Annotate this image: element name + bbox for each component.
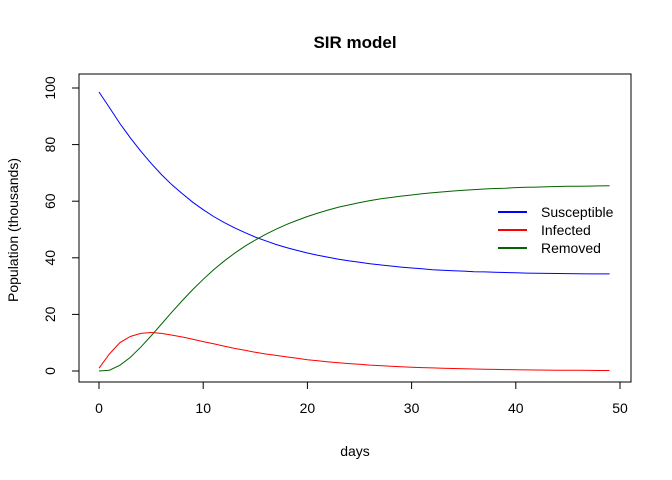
y-tick-label: 20 xyxy=(42,306,58,322)
x-tick-label: 10 xyxy=(195,400,211,416)
series-line-removed xyxy=(98,185,610,372)
x-tick-label: 30 xyxy=(404,400,420,416)
x-tick-label: 20 xyxy=(300,400,316,416)
x-tick-label: 0 xyxy=(95,400,103,416)
x-axis-label: days xyxy=(340,443,370,459)
legend-label-susceptible: Susceptible xyxy=(541,204,614,220)
y-tick-label: 80 xyxy=(42,137,58,153)
series-layer xyxy=(98,91,610,372)
y-tick-label: 0 xyxy=(42,367,58,375)
series-line-infected xyxy=(98,331,610,371)
y-tick-label: 60 xyxy=(42,193,58,209)
x-tick-label: 50 xyxy=(612,400,628,416)
x-axis: 0 10 20 30 40 50 xyxy=(95,381,628,416)
legend-label-infected: Infected xyxy=(541,222,591,238)
series-line-susceptible xyxy=(98,91,610,275)
legend: Susceptible Infected Removed xyxy=(498,204,614,256)
legend-label-removed: Removed xyxy=(541,240,601,256)
x-tick-label: 40 xyxy=(508,400,524,416)
y-tick-label: 100 xyxy=(42,76,58,100)
chart-title: SIR model xyxy=(313,33,396,52)
y-axis: 0 20 40 60 80 100 xyxy=(42,76,80,375)
y-axis-label: Population (thousands) xyxy=(5,158,21,302)
y-tick-label: 40 xyxy=(42,250,58,266)
